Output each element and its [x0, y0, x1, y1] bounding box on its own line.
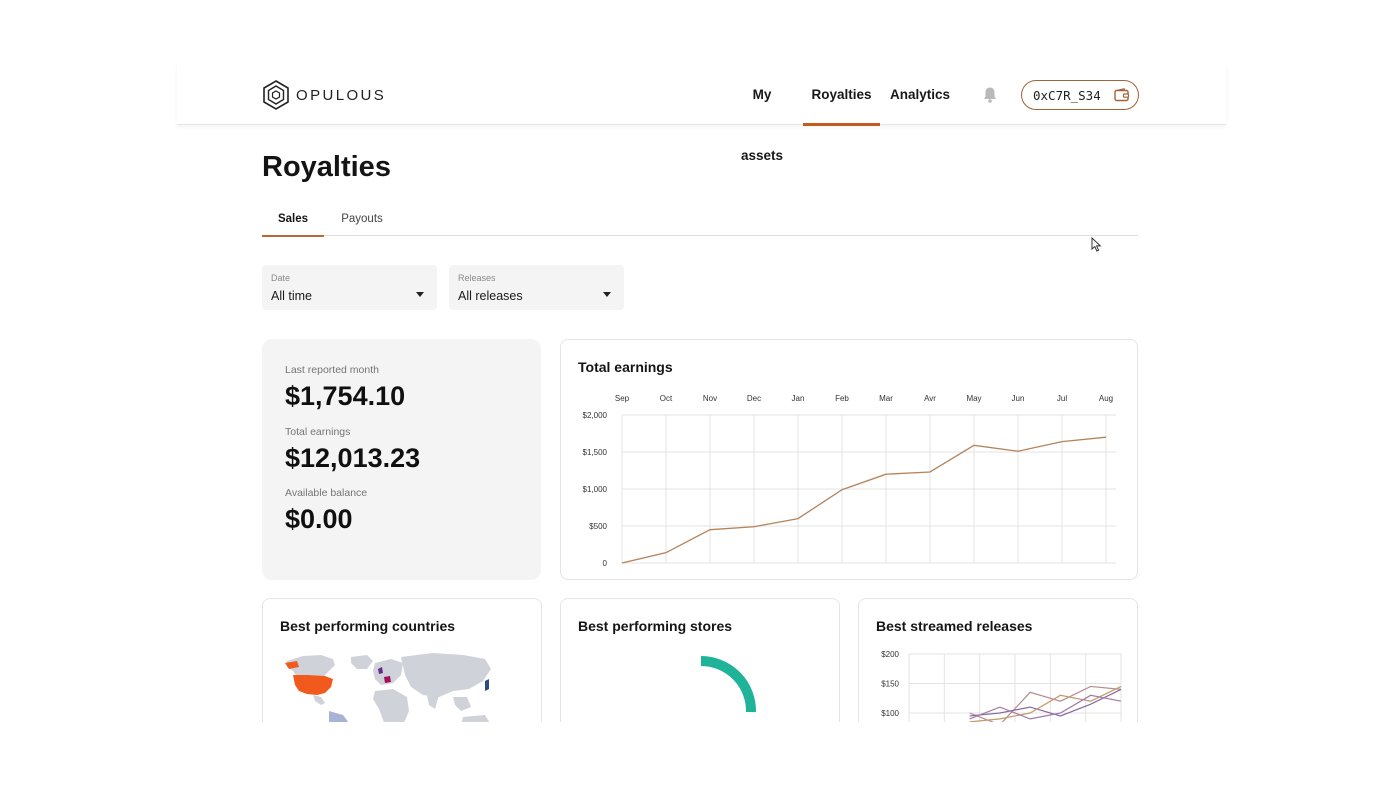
release-series-line — [969, 688, 1122, 717]
y-tick-label: $150 — [881, 680, 899, 689]
date-filter-select[interactable]: Date All time — [262, 265, 437, 310]
opulous-logo-icon — [263, 80, 289, 110]
releases-card-title: Best streamed releases — [876, 618, 1033, 634]
map-region-europe — [373, 659, 403, 685]
last-month-label: Last reported month — [285, 364, 379, 376]
last-month-value: $1,754.10 — [285, 381, 406, 411]
x-tick-label: Feb — [835, 394, 849, 403]
x-tick-label: Jun — [1012, 394, 1025, 403]
releases-filter-value: All releases — [458, 289, 523, 303]
date-filter-value: All time — [271, 289, 312, 303]
available-balance-value: $0.00 — [285, 504, 353, 534]
tab-payouts[interactable]: Payouts — [341, 213, 383, 225]
countries-card-title: Best performing countries — [280, 618, 456, 634]
nav-my-assets[interactable]: My assets — [740, 87, 784, 163]
available-balance-label: Available balance — [285, 487, 368, 499]
map-region-central-america — [313, 695, 325, 705]
bell-icon[interactable] — [982, 86, 998, 104]
stores-card-title: Best performing stores — [578, 618, 733, 634]
earnings-series-line — [621, 436, 1107, 564]
map-region-france — [384, 676, 391, 683]
map-region-greenland — [351, 655, 373, 669]
y-tick-label: $1,500 — [583, 448, 608, 457]
page-title: Royalties — [262, 151, 391, 183]
release-series-line — [969, 694, 1122, 720]
wallet-address: 0xC7R_S34 — [1033, 87, 1101, 103]
map-region-usa — [293, 675, 333, 695]
logo-text: OPULOUS — [296, 86, 387, 104]
nav-royalties[interactable]: Royalties — [803, 64, 880, 126]
map-region-uk — [378, 667, 383, 674]
x-tick-label: May — [966, 394, 981, 403]
caret-down-icon — [603, 292, 611, 297]
map-region-japan — [485, 679, 489, 691]
map-region-india — [427, 695, 439, 709]
caret-down-icon — [416, 292, 424, 297]
y-tick-label: $2,000 — [583, 411, 608, 420]
top-navbar: OPULOUS My assets Royalties Analytics 0x… — [177, 64, 1226, 163]
nav-analytics[interactable]: Analytics — [890, 87, 951, 102]
wallet-icon — [1114, 88, 1129, 102]
x-tick-label: Aug — [1099, 394, 1113, 403]
logo[interactable]: OPULOUS — [262, 80, 386, 110]
releases-filter-select[interactable]: Releases All releases — [449, 265, 624, 310]
x-tick-label: Jul — [1057, 394, 1067, 403]
map-region-asia — [401, 653, 491, 697]
y-tick-label: $100 — [881, 709, 899, 718]
x-tick-label: Jan — [792, 394, 805, 403]
releases-filter-label: Releases — [458, 273, 496, 283]
total-earnings-chart: $2,000 $1,500 $1,000 $500 0 Sep Oct Nov Dec Jan Fe… — [583, 394, 1116, 568]
total-earnings-label: Total earnings — [285, 426, 351, 438]
x-tick-label: Nov — [703, 394, 717, 403]
x-tick-label: Oct — [660, 394, 673, 403]
donut-segment — [700, 656, 756, 713]
date-filter-label: Date — [271, 273, 291, 283]
total-earnings-chart-title: Total earnings — [578, 359, 673, 375]
tab-sales[interactable]: Sales — [262, 205, 324, 237]
x-tick-label: Sep — [615, 394, 630, 403]
summary-stats-card: Last reported month $1,754.10 Total earn… — [262, 339, 541, 580]
y-tick-label: 0 — [603, 559, 608, 568]
bottom-crop-area — [0, 722, 1400, 788]
map-region-alaska — [285, 661, 299, 669]
x-tick-label: Mar — [879, 394, 893, 403]
x-tick-label: Dec — [747, 394, 761, 403]
total-earnings-value: $12,013.23 — [285, 443, 421, 473]
total-earnings-chart-card: Total earnings $2,000 $1,500 $1,000 $500 0 Se… — [560, 339, 1138, 580]
tab-bar: Sales Payouts — [262, 205, 1138, 237]
y-tick-label: $1,000 — [583, 485, 608, 494]
y-tick-label: $500 — [589, 522, 607, 531]
y-tick-label: $200 — [881, 650, 899, 659]
wallet-button[interactable]: 0xC7R_S34 — [1021, 80, 1139, 110]
map-region-southeast-asia — [453, 697, 471, 711]
x-tick-label: Avr — [924, 394, 936, 403]
mouse-cursor-icon — [1091, 237, 1102, 252]
release-series-line — [969, 685, 1122, 723]
